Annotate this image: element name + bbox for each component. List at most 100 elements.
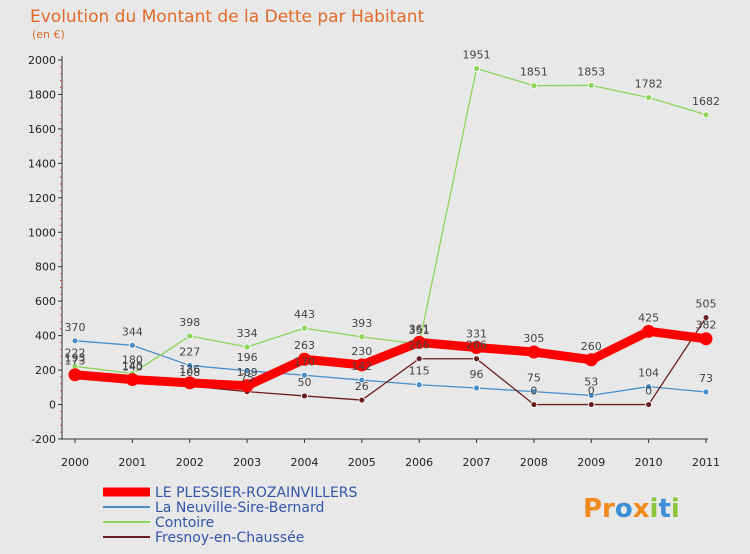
legend-label-0: LE PLESSIER-ROZAINVILLERS (155, 485, 358, 501)
data-label-0: 425 (638, 311, 659, 324)
data-label-0: 230 (351, 345, 372, 358)
data-label-2: 1782 (635, 78, 663, 91)
series-point-1 (358, 376, 366, 384)
x-tick-label: 2011 (692, 456, 720, 469)
chart-title: Evolution du Montant de la Dette par Hab… (30, 7, 425, 27)
data-label-1: 53 (584, 375, 598, 388)
data-label-3: 193 (65, 351, 86, 364)
y-tick-label: 1400 (28, 157, 56, 170)
series-point-3 (301, 392, 308, 400)
y-tick-label: 200 (35, 364, 56, 377)
x-tick-label: 2008 (520, 456, 548, 469)
data-label-0: 145 (122, 360, 143, 373)
y-tick-label: 0 (49, 399, 56, 412)
x-tick-label: 2006 (405, 456, 433, 469)
series-point-3 (415, 355, 423, 363)
y-tick-label: 1600 (28, 123, 56, 136)
series-line-1 (74, 340, 707, 397)
series-point-0 (584, 353, 598, 367)
data-label-3: 0 (588, 385, 595, 398)
svg-text:Proxiti: Proxiti (583, 494, 680, 524)
data-label-1: 75 (527, 372, 541, 385)
series-point-1 (473, 384, 480, 392)
series-point-1 (702, 388, 710, 396)
series-point-2 (702, 111, 710, 119)
series-point-2 (301, 324, 308, 332)
series-point-1 (530, 388, 538, 396)
data-label-2: 443 (294, 308, 315, 321)
y-tick-label: 1200 (28, 192, 56, 205)
y-tick-label: 800 (35, 261, 56, 274)
axes: -200020040060080010001200140016001800200… (28, 54, 720, 469)
data-label-0: 263 (294, 339, 315, 352)
proxiti-logo: Proxiti (583, 494, 680, 524)
y-tick-label: -200 (31, 433, 56, 446)
data-label-0: 109 (237, 366, 258, 379)
data-label-2: 1682 (692, 95, 720, 108)
y-tick-label: 2000 (28, 54, 56, 67)
data-label-3: 0 (530, 385, 537, 398)
y-tick-label: 1800 (28, 88, 56, 101)
series-point-3 (645, 401, 653, 408)
legend-label-3: Fresnoy-en-Chaussée (155, 530, 304, 546)
series-point-3 (530, 401, 538, 408)
series-point-2 (358, 333, 366, 341)
data-label-3: 75 (240, 372, 254, 385)
series-line-0 (70, 326, 711, 391)
data-label-1: 344 (122, 325, 143, 338)
data-label-1: 170 (294, 355, 315, 368)
series-point-1 (71, 337, 79, 345)
data-label-3: 505 (696, 298, 717, 311)
data-label-2: 398 (179, 316, 200, 329)
data-label-2: 222 (65, 346, 86, 359)
data-label-2: 393 (351, 317, 372, 330)
data-label-1: 142 (351, 360, 372, 373)
data-label-1: 370 (65, 321, 86, 334)
series-point-2 (645, 94, 653, 101)
series-point-2 (473, 65, 480, 72)
data-label-2: 1951 (463, 48, 491, 61)
data-label-2: 180 (122, 354, 143, 367)
data-label-2: 1851 (520, 66, 548, 79)
series-point-1 (301, 371, 308, 379)
data-label-3: 108 (179, 366, 200, 379)
data-label-1: 227 (179, 345, 200, 358)
data-label-1: 73 (699, 372, 713, 385)
data-label-1: 96 (470, 368, 484, 381)
data-label-0: 305 (523, 332, 544, 345)
series-point-2 (186, 332, 194, 340)
data-label-3: 26 (355, 380, 369, 393)
data-label-3: 266 (466, 339, 487, 352)
data-label-1: 196 (237, 351, 258, 364)
x-tick-label: 2000 (61, 456, 89, 469)
series-line-2 (74, 67, 707, 375)
series-point-2 (530, 82, 538, 90)
series-point-2 (587, 81, 595, 89)
series-point-0 (699, 332, 713, 346)
series-point-0 (68, 368, 82, 382)
series-point-1 (645, 383, 653, 391)
x-tick-label: 2007 (463, 456, 491, 469)
series-point-0 (470, 341, 484, 355)
series-point-3 (702, 314, 710, 321)
series-point-2 (243, 343, 251, 351)
y-tick-label: 400 (35, 330, 56, 343)
legend-label-2: Contoire (155, 515, 214, 531)
series-point-0 (125, 373, 139, 387)
chart-subtitle: (en €) (32, 28, 65, 41)
series-point-0 (183, 376, 197, 390)
x-tick-label: 2010 (635, 456, 663, 469)
series-point-3 (587, 401, 595, 408)
x-tick-label: 2009 (577, 456, 605, 469)
series-point-1 (128, 341, 136, 349)
series-point-0 (297, 352, 311, 366)
series-point-0 (642, 324, 656, 338)
data-label-1: 115 (409, 365, 430, 378)
series-point-0 (240, 379, 254, 393)
data-label-2: 351 (409, 324, 430, 337)
legend-label-1: La Neuville-Sire-Bernard (155, 500, 324, 516)
x-tick-label: 2002 (176, 456, 204, 469)
